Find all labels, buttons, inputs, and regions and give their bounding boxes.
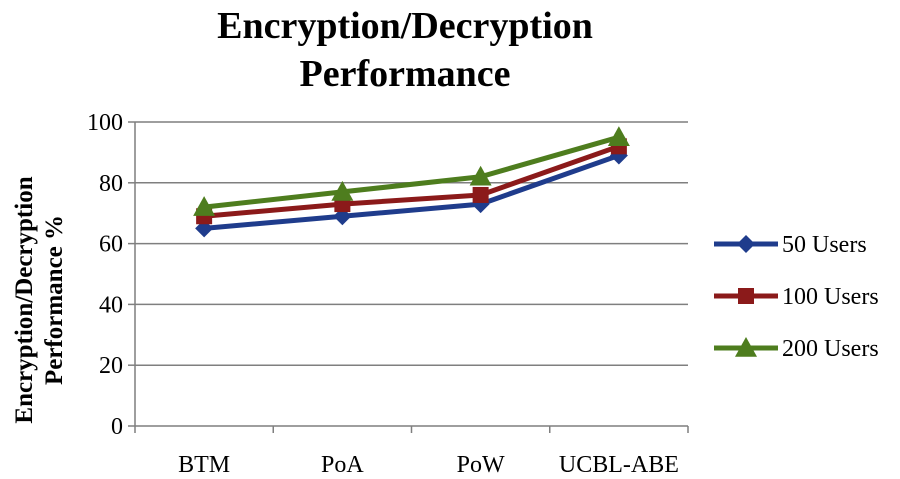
legend-item-200-users: 200 Users <box>714 336 879 362</box>
series-line-50-users <box>203 153 620 231</box>
x-axis-ticks: BTM PoA PoW UCBL-ABE <box>134 426 689 478</box>
legend-label-50-users: 50 Users <box>782 232 867 258</box>
x-tick-label-poa: PoA <box>321 452 364 478</box>
legend-item-50-users: 50 Users <box>714 232 867 258</box>
legend-marker-50-users <box>737 235 755 253</box>
series-50-users <box>195 146 628 238</box>
chart-title-line-2: Performance <box>300 53 511 95</box>
x-tick-label-btm: BTM <box>178 452 230 478</box>
legend-marker-200-users <box>735 337 757 357</box>
data-point-200-users-pow <box>469 165 492 186</box>
legend-marker-100-users <box>738 288 754 304</box>
legend-label-200-users: 200 Users <box>782 336 879 362</box>
y-axis-ticks: 0 20 40 60 80 100 <box>87 110 135 440</box>
y-tick-label-100: 100 <box>87 110 123 136</box>
y-tick-label-40: 40 <box>99 292 123 318</box>
data-point-200-users-btm <box>193 196 216 216</box>
chart-title-line-1: Encryption/Decryption <box>217 5 593 47</box>
y-axis-label: Encryption/Decryption Performance % <box>11 176 68 423</box>
legend: 50 Users 100 Users 200 Users <box>714 232 879 362</box>
data-point-100-users-pow <box>472 186 489 203</box>
legend-label-100-users: 100 Users <box>782 284 879 310</box>
series-group <box>193 126 630 238</box>
series-line-200-users <box>203 134 620 210</box>
y-axis-label-line-2: Performance % <box>41 215 68 385</box>
x-tick-label-ucbl-abe: UCBL-ABE <box>559 452 679 478</box>
series-line-100-users <box>203 143 620 219</box>
gridlines <box>135 121 688 366</box>
y-tick-label-20: 20 <box>99 353 123 379</box>
x-tick-label-pow: PoW <box>457 452 505 478</box>
data-point-200-users-poa <box>331 180 354 201</box>
y-axis-label-line-1: Encryption/Decryption <box>11 176 38 423</box>
legend-item-100-users: 100 Users <box>714 284 879 310</box>
y-tick-label-60: 60 <box>99 232 123 258</box>
y-tick-label-0: 0 <box>111 414 123 440</box>
series-200-users <box>193 126 630 216</box>
data-point-200-users-ucbl-abe <box>607 126 630 146</box>
y-tick-label-80: 80 <box>99 171 123 197</box>
axes <box>134 122 688 427</box>
